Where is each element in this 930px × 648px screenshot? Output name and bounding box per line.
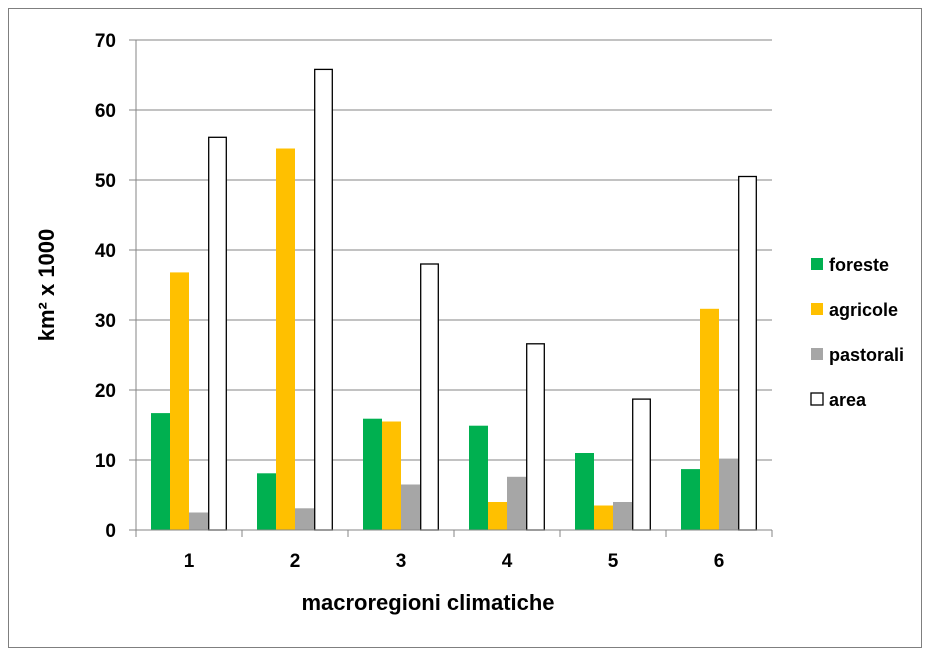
bar-agricole [488, 502, 507, 530]
y-axis-title: km² x 1000 [34, 229, 59, 342]
y-tick-label: 30 [95, 311, 116, 332]
legend: foreste agricole pastorali area [810, 255, 904, 410]
x-tick-label: 5 [608, 551, 619, 572]
gridlines [136, 39, 772, 461]
bar-foreste [681, 469, 700, 530]
x-axis-title: macroregioni climatiche [301, 590, 554, 615]
legend-label-foreste: foreste [829, 255, 889, 275]
bar-agricole [594, 505, 613, 530]
legend-swatch-pastorali [811, 348, 823, 360]
axes: 0 10 20 30 40 50 60 70 1 2 3 4 5 6 [95, 31, 773, 572]
bar-agricole [276, 148, 295, 530]
bar-area [208, 136, 227, 531]
bar-area [314, 68, 333, 531]
x-tick-label: 2 [290, 551, 301, 572]
chart-frame [8, 8, 922, 648]
x-tick-label: 4 [502, 551, 513, 572]
bar-agricole [700, 308, 719, 530]
bar-foreste [151, 413, 170, 530]
bar-foreste [469, 425, 488, 530]
legend-label-area: area [829, 390, 867, 410]
legend-label-agricole: agricole [829, 300, 898, 320]
bar-foreste [575, 453, 594, 530]
x-tick-label: 3 [396, 551, 407, 572]
bar-pastorali [613, 502, 632, 530]
bar-agricole [170, 272, 189, 530]
bar-pastorali [507, 476, 526, 530]
y-tick-label: 10 [95, 451, 116, 472]
legend-swatch-agricole [811, 303, 823, 315]
legend-swatch-area [810, 392, 824, 406]
bar-area [738, 175, 757, 531]
bar-area [632, 398, 651, 531]
x-tick-label: 6 [714, 551, 725, 572]
bar-area [420, 263, 439, 531]
y-tick-label: 50 [95, 171, 116, 192]
y-tick-label: 40 [95, 241, 116, 262]
bars [151, 68, 757, 531]
y-tick-label: 20 [95, 381, 116, 402]
legend-swatch-foreste [811, 258, 823, 270]
bar-foreste [257, 473, 276, 530]
bar-pastorali [401, 484, 420, 530]
legend-label-pastorali: pastorali [829, 345, 904, 365]
bar-area [526, 343, 545, 531]
bar-pastorali [189, 512, 208, 530]
x-tick-label: 1 [184, 551, 195, 572]
y-tick-label: 70 [95, 31, 116, 52]
y-tick-label: 60 [95, 101, 116, 122]
bar-agricole [382, 421, 401, 530]
y-tick-label: 0 [105, 521, 116, 542]
bar-pastorali [719, 458, 738, 530]
bar-pastorali [295, 508, 314, 530]
bar-foreste [363, 418, 382, 530]
